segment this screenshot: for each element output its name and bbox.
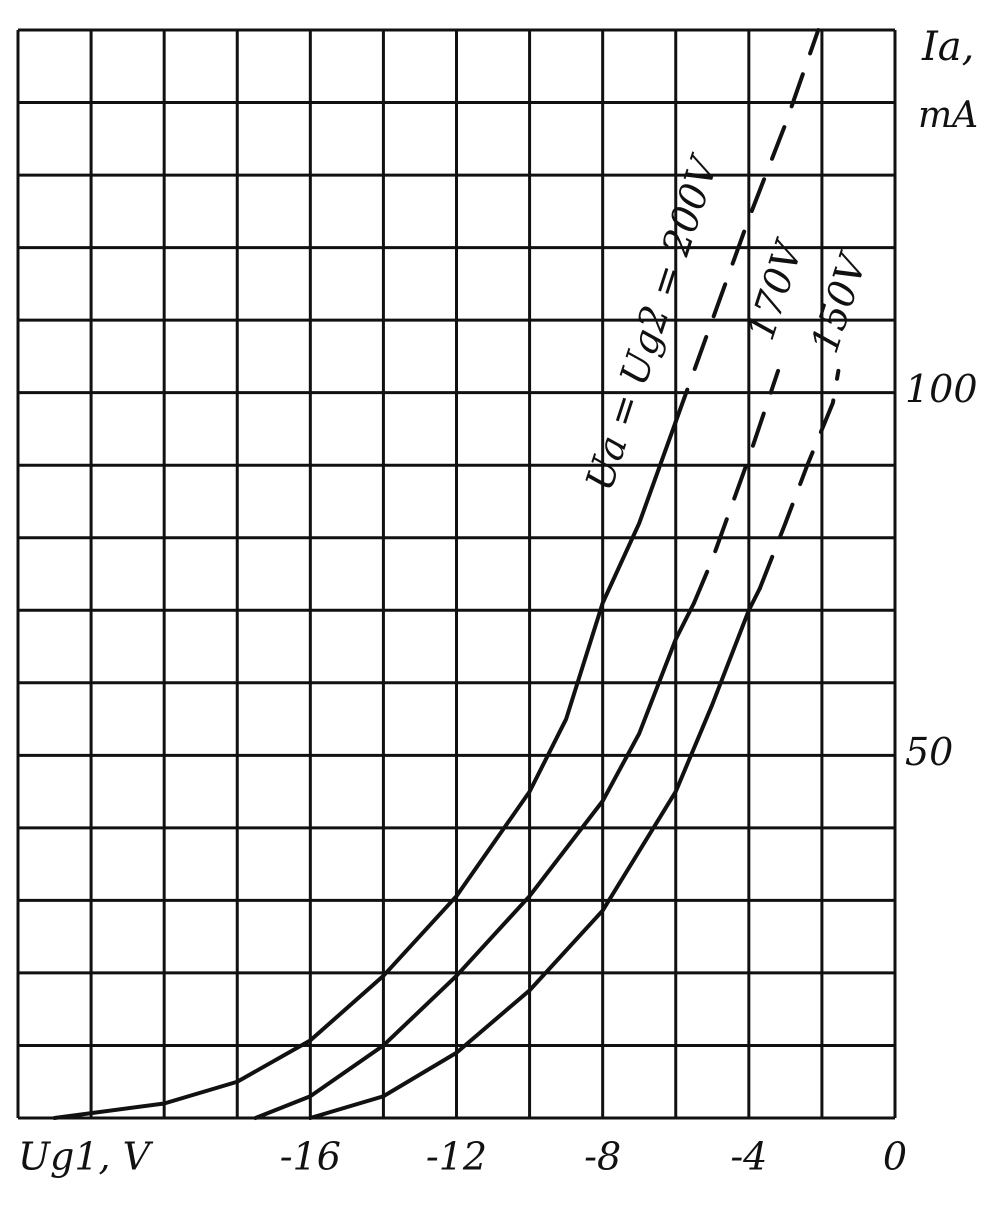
curve [308,586,762,1120]
y-axis-label: Ia, [921,24,974,70]
series-label: Ua = Ug2 = 200V [577,149,727,496]
y-tick-label: 100 [905,367,978,411]
x-tick-label: -8 [584,1135,621,1179]
dashed-curve [673,28,821,424]
x-axis-label: Ug1, V [18,1135,154,1179]
x-tick-label: -16 [280,1135,341,1179]
dashed-curve [692,368,781,606]
y-axis-unit: mA [918,95,978,136]
series-label: 150V [802,246,876,358]
x-tick-label: -4 [730,1135,767,1179]
dashed-curve [757,368,841,591]
x-tick-label: -12 [426,1135,487,1179]
curve [52,419,678,1120]
x-tick-label: 0 [883,1135,907,1179]
y-tick-label: 50 [905,730,953,774]
curve [253,601,697,1120]
